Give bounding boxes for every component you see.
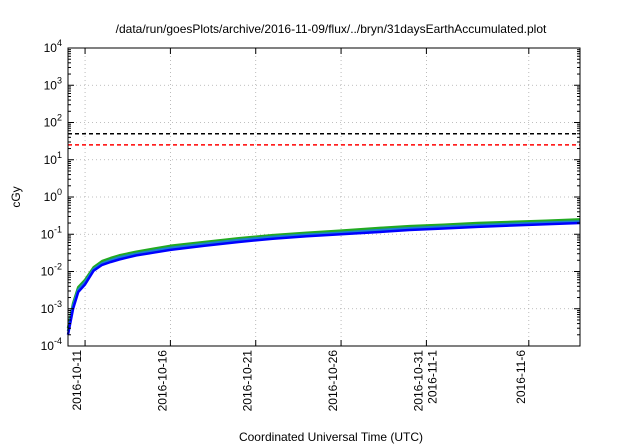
data-series [66,218,581,336]
y-tick-label: 103 [44,75,62,92]
y-tick-label: 10-3 [41,299,62,316]
x-tick-label: 2016-10-21 [241,350,255,412]
y-tick-label: 100 [44,187,62,204]
chart-title: /data/run/goesPlots/archive/2016-11-09/f… [116,22,547,36]
x-axis-label: Coordinated Universal Time (UTC) [239,430,423,444]
x-tick-label: 2016-11-6 [514,350,528,404]
series-line [66,220,581,332]
threshold-lines [68,132,580,146]
x-tick-label: 2016-10-16 [155,350,169,412]
x-tick-label: 2016-10-31 [411,350,425,412]
y-tick-label: 10-4 [41,336,62,353]
grid [68,48,580,346]
y-tick-label: 101 [44,150,62,167]
x-tick-label: 2016-11-1 [425,350,439,404]
y-tick-label: 10-2 [41,262,62,279]
y-tick-label: 102 [44,113,62,130]
y-tick-label: 10-1 [41,224,62,241]
x-tick-label: 2016-10-11 [70,350,84,411]
x-tick-label: 2016-10-26 [326,350,340,412]
x-axis: 2016-10-11 2016-10-16 2016-10-21 2016-10-26… [70,48,530,412]
y-axis-label: cGy [9,186,23,207]
y-axis: 10-4 10-3 10-2 10-1 100 101 102 103 104 [41,38,580,353]
y-tick-label: 104 [44,38,62,55]
series-line [66,221,581,336]
